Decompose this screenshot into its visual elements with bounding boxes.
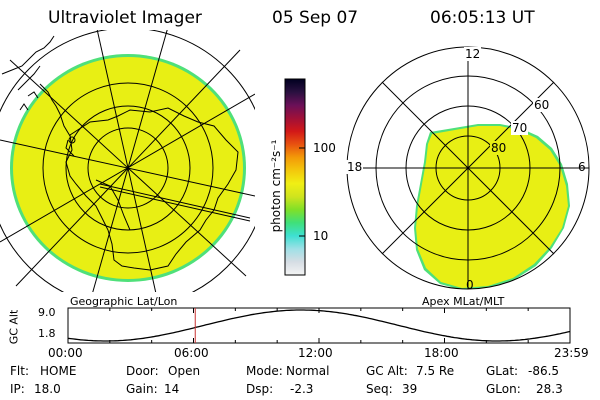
antarctica-coastline — [65, 107, 239, 271]
xtick-0600: 06:00 — [174, 346, 209, 360]
ip-label: IP: — [10, 382, 25, 396]
xtick-1200: 12:00 — [298, 346, 333, 360]
dsp-value: -2.3 — [290, 382, 314, 396]
colorbar — [284, 78, 306, 276]
door-label: Door: — [126, 364, 159, 378]
altitude-curve — [67, 309, 571, 342]
lat-circle-outer — [42, 82, 214, 254]
ytick-1-8: 1.8 — [38, 327, 56, 340]
xtick-0000: 00:00 — [48, 346, 83, 360]
mode-value: Normal — [286, 364, 330, 378]
colorbar-tick-10: 10 — [313, 229, 329, 243]
xtick-2359: 23:59 — [554, 346, 589, 360]
colorbar-tick-100: 100 — [313, 141, 336, 155]
mlat-label-80: 80 — [490, 141, 508, 155]
ip-value: 18.0 — [34, 382, 61, 396]
gc-alt-label: GC Alt: — [366, 364, 408, 378]
lat-circle-inner — [87, 127, 169, 209]
door-value: Open — [168, 364, 201, 378]
glon-value: 28.3 — [536, 382, 563, 396]
gain-label: Gain: — [126, 382, 158, 396]
dsp-label: Dsp: — [246, 382, 274, 396]
mode-label: Mode: — [246, 364, 283, 378]
glon-label: GLon: — [486, 382, 521, 396]
instrument-title: Ultraviolet Imager — [48, 8, 202, 28]
lat-circle-mid — [65, 105, 191, 231]
apex-map — [346, 46, 590, 290]
gc-alt-value: 7.5 Re — [416, 364, 455, 378]
flt-value: HOME — [40, 364, 77, 378]
mlt-label-6: 6 — [578, 160, 586, 174]
glat-label: GLat: — [486, 364, 519, 378]
gain-value: 14 — [164, 382, 180, 396]
seq-value: 39 — [402, 382, 418, 396]
time-label: 06:05:13 UT — [430, 8, 535, 28]
mlt-label-12: 12 — [464, 47, 482, 61]
colorbar-unit-label: photon cm⁻²s⁻¹ — [269, 139, 283, 233]
antarctic-peninsula — [39, 83, 71, 137]
glat-value: -86.5 — [528, 364, 560, 378]
xtick-1800: 18:00 — [424, 346, 459, 360]
mlat-label-60: 60 — [533, 98, 551, 112]
mlat-label-70: 70 — [511, 121, 529, 135]
flt-label: Flt: — [10, 364, 29, 378]
mlt-label-18: 18 — [346, 160, 364, 174]
altitude-plot — [67, 307, 571, 344]
apex-caption: Apex MLat/MLT — [422, 295, 505, 308]
gc-alt-axis-label: GC Alt — [7, 309, 21, 345]
geographic-map — [0, 30, 255, 292]
ytick-9: 9.0 — [38, 306, 56, 319]
mlt-label-0: 0 — [466, 278, 474, 292]
south-america-coast — [1, 35, 55, 91]
geographic-caption: Geographic Lat/Lon — [70, 295, 178, 308]
date-label: 05 Sep 07 — [272, 8, 359, 28]
seq-label: Seq: — [366, 382, 393, 396]
